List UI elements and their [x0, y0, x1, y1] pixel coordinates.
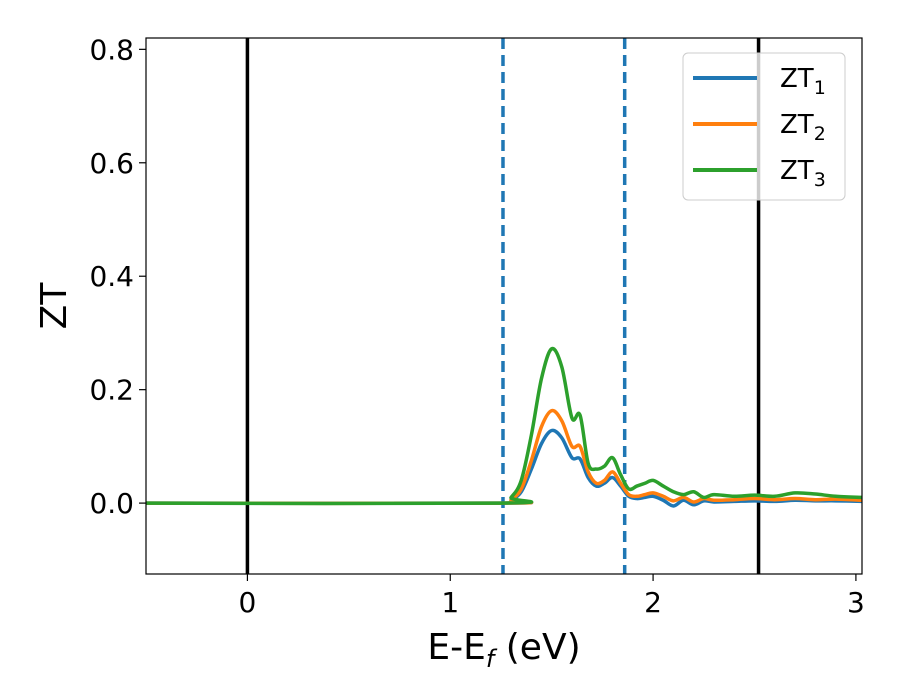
legend-label-2: ZT2: [780, 110, 826, 145]
y-tick-label: 0.8: [89, 33, 134, 66]
y-axis-ticks: 0.0 0.2 0.4 0.6 0.8: [89, 33, 146, 520]
series-line-2: [146, 408, 862, 506]
y-tick-label: 0.6: [89, 147, 134, 180]
legend: ZT1 ZT2 ZT3: [682, 52, 846, 201]
legend-label-3: ZT3: [780, 156, 826, 191]
y-axis-label: ZT: [34, 282, 75, 330]
series-layer: [146, 346, 862, 508]
x-tick-label: 2: [644, 586, 662, 619]
y-tick-label: 0.0: [89, 487, 134, 520]
y-tick-label: 0.2: [89, 374, 134, 407]
x-tick-label: 3: [847, 586, 865, 619]
x-axis-label-rest: (eV): [494, 627, 580, 668]
x-tick-label: 0: [239, 586, 257, 619]
x-axis-ticks: 0 1 2 3: [239, 574, 865, 619]
series-line-3: [146, 346, 862, 506]
y-tick-label: 0.4: [89, 260, 134, 293]
x-axis-label: E-Ef (eV): [427, 627, 580, 673]
legend-box: [682, 52, 846, 201]
x-axis-label-main: E-E: [427, 627, 485, 668]
legend-entries: ZT1 ZT2 ZT3: [693, 64, 826, 191]
legend-label-1: ZT1: [780, 64, 826, 99]
plot-frame: [145, 37, 863, 575]
x-tick-label: 1: [441, 586, 459, 619]
